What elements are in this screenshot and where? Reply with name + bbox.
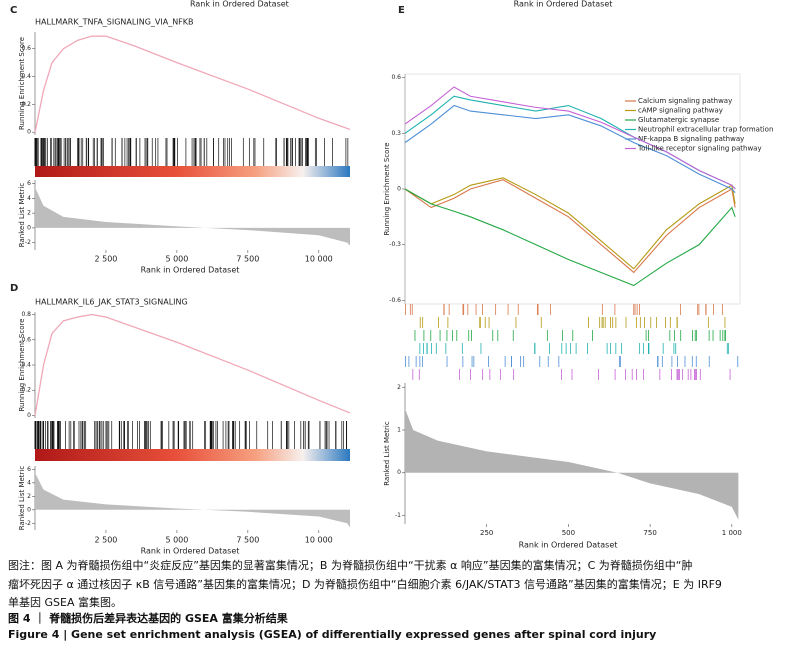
legend-label: Calcium signaling pathway: [638, 97, 732, 105]
legend-label: Toll-like receptor signaling pathway: [637, 145, 762, 153]
y-axis-label: Running Enrichment Score: [18, 37, 26, 130]
x-tick-label: 2 500: [94, 536, 117, 545]
x-tick-label: 5 000: [165, 536, 188, 545]
y-tick-label: 0.6: [21, 336, 31, 343]
y-axis-label: Ranked List Metric: [383, 421, 391, 486]
rank-band: [35, 449, 350, 461]
y-tick-label: 0.4: [21, 362, 31, 369]
y-axis-label: Running Enrichment Score: [383, 142, 391, 235]
ranked-metric: [35, 187, 350, 246]
y-tick-label: 0.3: [391, 130, 401, 137]
x-axis-label: Rank in Ordered Dataset: [141, 547, 240, 556]
enrichment-curve: [404, 179, 736, 274]
legend-label: cAMP signaling pathway: [638, 107, 723, 115]
y-tick-label: -2: [25, 520, 31, 527]
caption-line: 图注：图 A 为脊髓损伤组中“炎症反应”基因集的显著富集情况；B 为脊髓损伤组中…: [8, 558, 692, 572]
x-tick-label: 10 000: [305, 536, 333, 545]
y-tick-label: 0: [397, 469, 401, 476]
y-tick-label: 1: [397, 427, 401, 434]
x-tick-label: 500: [562, 529, 575, 537]
top-label: Rank in Ordered Dataset: [190, 0, 289, 9]
y-tick-label: 0.6: [391, 74, 401, 81]
caption-line: 瘤坏死因子 α 通过核因子 κB 信号通路”基因集的富集情况；D 为脊髓损伤组中…: [8, 577, 722, 591]
y-tick-label: 0: [27, 506, 31, 513]
enrichment-curve: [34, 35, 351, 133]
y-tick-label: 6: [27, 466, 31, 473]
legend-label: Neutrophil extracellular trap formation: [638, 126, 773, 134]
y-tick-label: 0.8: [21, 311, 31, 318]
y-tick-label: 0.2: [21, 387, 31, 394]
caption-title-en: Figure 4 | Gene set enrichment analysis …: [8, 628, 656, 641]
x-axis-label: Rank in Ordered Dataset: [141, 266, 240, 275]
ranked-metric: [405, 408, 739, 520]
enrichment-curve: [404, 86, 736, 190]
y-tick-label: 0: [27, 129, 31, 136]
panel-label: E: [398, 5, 405, 16]
y-tick-label: 0: [27, 412, 31, 419]
x-tick-label: 7 500: [236, 536, 259, 545]
x-tick-label: 750: [643, 529, 656, 537]
legend-label: NF-kappa B signaling pathway: [638, 135, 744, 143]
enrichment-curve: [404, 177, 736, 270]
panel-title: HALLMARK_IL6_JAK_STAT3_SIGNALING: [35, 298, 188, 307]
y-tick-label: 4: [27, 195, 31, 202]
x-tick-label: 7 500: [236, 255, 259, 264]
enrichment-curve: [404, 188, 736, 287]
panel-label: C: [10, 5, 17, 16]
x-tick-label: 2 500: [94, 255, 117, 264]
ranked-metric: [35, 472, 350, 528]
x-tick-label: 250: [480, 529, 493, 537]
y-tick-label: 0.4: [21, 73, 31, 80]
y-tick-label: 0: [27, 224, 31, 231]
y-axis-label: Ranked List Metric: [18, 466, 26, 531]
y-tick-label: 4: [27, 479, 31, 486]
y-tick-label: 6: [27, 180, 31, 187]
panel-label: D: [10, 283, 18, 294]
top-label: Rank in Ordered Dataset: [514, 0, 613, 9]
legend-label: Glutamatergic synapse: [638, 116, 719, 124]
enrichment-curve: [404, 104, 736, 194]
caption-title-cn: 图 4 ｜ 脊髓损伤后差异表达基因的 GSEA 富集分析结果: [8, 611, 288, 625]
rank-band: [35, 166, 350, 177]
y-tick-label: 0: [397, 186, 401, 193]
x-tick-label: 10 000: [305, 255, 333, 264]
caption-line: 单基因 GSEA 富集图。: [8, 595, 122, 609]
y-tick-label: -0.3: [389, 241, 401, 248]
y-tick-label: 2: [27, 210, 31, 217]
y-tick-label: -2: [25, 239, 31, 246]
y-tick-label: -1: [395, 512, 401, 519]
y-tick-label: 0.6: [21, 45, 31, 52]
panel-title: HALLMARK_TNFA_SIGNALING_VIA_NFKB: [35, 18, 194, 27]
x-tick-label: 1 000: [722, 529, 742, 537]
y-tick-label: 0.2: [21, 101, 31, 108]
x-axis-label: Rank in Ordered Dataset: [519, 541, 618, 550]
enrichment-curve: [34, 313, 351, 416]
y-axis-label: Running Enrichment Score: [18, 318, 26, 411]
y-tick-label: -0.6: [389, 297, 401, 304]
y-tick-label: 2: [27, 493, 31, 500]
y-axis-label: Ranked List Metric: [18, 183, 26, 248]
y-tick-label: 2: [397, 384, 401, 391]
x-tick-label: 5 000: [165, 255, 188, 264]
